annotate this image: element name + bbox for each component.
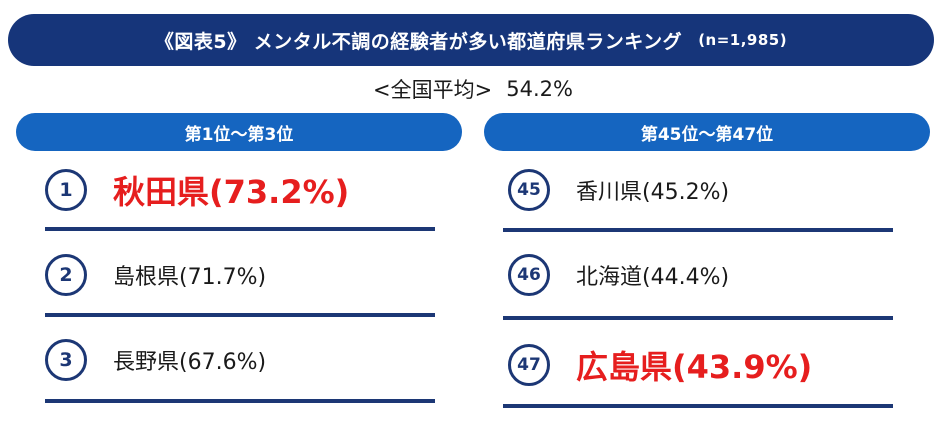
chart-title: 《図表5》 メンタル不調の経験者が多い都道府県ランキング <box>154 30 683 53</box>
rank-circle: 1 <box>45 169 87 211</box>
rank-row: 45 香川県(45.2%) <box>508 160 729 220</box>
rank-label: 広島県(43.9%) <box>576 348 813 386</box>
sample-size-note: (n=1,985) <box>698 31 788 49</box>
row-divider <box>503 316 893 320</box>
rank-label: 長野県(67.6%) <box>113 350 267 375</box>
rank-row: 47 広島県(43.9%) <box>508 335 812 395</box>
average-value: 54.2% <box>506 77 573 101</box>
rank-row: 1 秋田県(73.2%) <box>45 160 349 220</box>
rank-row: 2 島根県(71.7%) <box>45 245 266 305</box>
row-divider <box>503 228 893 232</box>
row-divider <box>503 404 893 408</box>
row-divider <box>45 227 435 231</box>
rank-label: 島根県(71.7%) <box>113 265 267 290</box>
top-ranks-header: 第1位～第3位 <box>16 113 462 151</box>
row-divider <box>45 313 435 317</box>
rank-label: 北海道(44.4%) <box>576 265 730 290</box>
rank-circle: 46 <box>508 254 550 296</box>
rank-row: 3 長野県(67.6%) <box>45 330 266 390</box>
rank-circle: 2 <box>45 254 87 296</box>
chart-title-bar: 《図表5》 メンタル不調の経験者が多い都道府県ランキング (n=1,985) <box>8 14 934 66</box>
rank-row: 46 北海道(44.4%) <box>508 245 729 305</box>
rank-circle: 3 <box>45 339 87 381</box>
row-divider <box>45 399 435 403</box>
national-average: <全国平均> 54.2% <box>0 74 946 104</box>
rank-label: 秋田県(73.2%) <box>113 173 350 211</box>
bottom-ranks-header: 第45位～第47位 <box>484 113 930 151</box>
rank-label: 香川県(45.2%) <box>576 180 730 205</box>
average-label: <全国平均> <box>373 78 493 102</box>
rank-circle: 45 <box>508 169 550 211</box>
rank-circle: 47 <box>508 344 550 386</box>
